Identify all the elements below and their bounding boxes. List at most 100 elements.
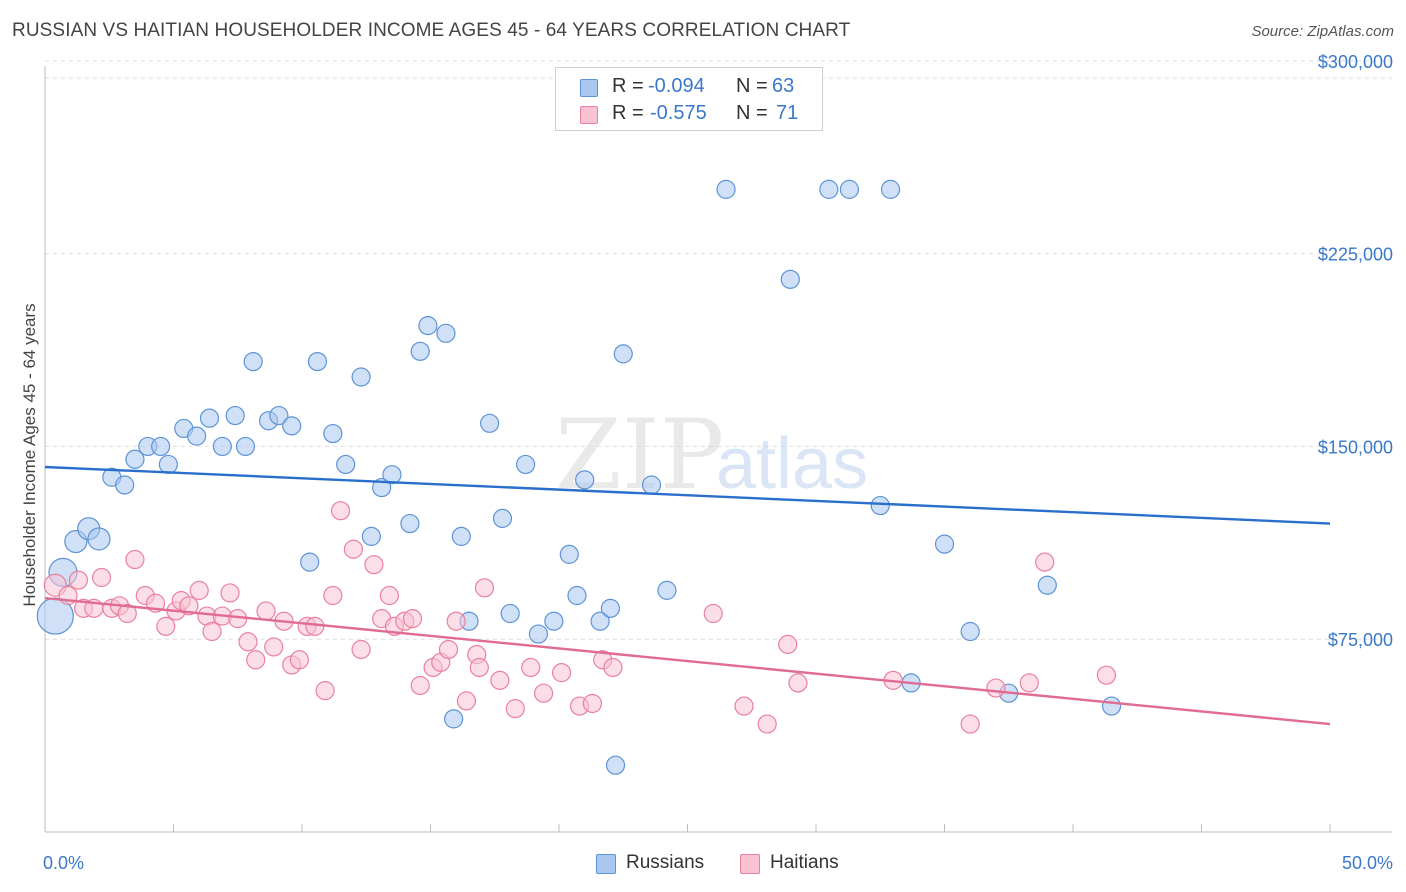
russian-point: [307, 352, 328, 372]
legend-row-haitians: R = -0.575 N = 71: [556, 101, 822, 129]
haitian-point: [343, 539, 363, 559]
russian-point: [323, 423, 343, 444]
russian-point: [839, 179, 860, 199]
russian-point: [559, 544, 579, 564]
haitian-point: [202, 621, 222, 642]
y-tick-label: $225,000: [1318, 245, 1393, 265]
russian-point: [492, 508, 513, 529]
legend-r-value-russians: -0.094: [648, 75, 705, 97]
russian-point: [212, 436, 232, 457]
russian-point: [960, 621, 980, 642]
bottom-legend-swatch-russians: [596, 854, 616, 874]
russian-point: [716, 179, 736, 199]
russian-point: [500, 603, 520, 624]
haitian-point: [521, 657, 541, 678]
haitian-point: [469, 657, 489, 678]
haitian-point: [438, 639, 459, 660]
legend-row-russians: R = -0.094 N = 63: [556, 74, 822, 102]
axis-labels: $75,000 $150,000 $225,000 $300,000 0.0% 50.0%…: [20, 52, 1393, 873]
haitian-point: [490, 670, 510, 690]
haitian-point: [1019, 673, 1039, 693]
haitian-point: [264, 637, 284, 657]
haitian-point: [156, 616, 176, 636]
haitian-point: [1096, 665, 1117, 685]
x-tick-label: 50.0%: [1342, 853, 1393, 873]
russian-point: [567, 585, 587, 606]
haitian-point: [551, 663, 572, 683]
haitian-point: [91, 567, 112, 588]
legend-n-value-haitians: 71: [776, 102, 799, 124]
haitian-point: [474, 578, 495, 598]
haitian-point: [603, 657, 623, 678]
chart-title: RUSSIAN VS HAITIAN HOUSEHOLDER INCOME AG…: [12, 20, 851, 41]
haitian-point: [778, 634, 798, 654]
russian-point: [400, 513, 420, 534]
haitian-point: [410, 675, 430, 696]
russian-point: [382, 465, 402, 485]
haitian-point: [189, 580, 209, 600]
russian-point: [87, 527, 111, 551]
haitian-point: [456, 691, 477, 711]
russian-point: [780, 269, 800, 289]
haitian-point: [788, 673, 808, 693]
legend-r-value-haitians: -0.575: [650, 102, 707, 124]
haitian-point: [315, 681, 335, 701]
haitian-point: [220, 583, 240, 603]
russian-point: [418, 316, 438, 336]
haitian-point: [757, 714, 777, 734]
haitian-point: [533, 683, 554, 703]
russian-point: [125, 449, 145, 469]
russian-point: [410, 341, 430, 361]
legend-n-value-russians: 63: [772, 75, 795, 97]
haitian-point: [179, 596, 199, 616]
haitian-point: [68, 570, 89, 590]
haitian-trend-line: [44, 596, 1331, 726]
russian-point: [528, 624, 549, 644]
legend-r-label: R =: [612, 75, 644, 97]
russian-point: [880, 179, 901, 199]
x-tick-label: 0.0%: [43, 853, 84, 873]
russian-point: [444, 709, 464, 729]
legend-swatch-haitians: [580, 106, 598, 124]
legend-n-label: N =: [736, 75, 768, 97]
russian-point: [235, 436, 256, 457]
data-points: [36, 179, 1122, 775]
russian-point: [115, 475, 135, 495]
russian-trend-line: [44, 465, 1331, 525]
haitian-point: [1035, 552, 1055, 572]
russian-point: [336, 454, 356, 475]
russian-point: [544, 611, 564, 631]
russian-point: [158, 454, 178, 475]
russian-point: [934, 534, 955, 554]
haitian-point: [582, 693, 603, 714]
russian-point: [870, 495, 890, 516]
legend-r-label: R =: [612, 102, 644, 124]
y-tick-label: $75,000: [1328, 630, 1393, 650]
haitian-point: [505, 699, 525, 719]
haitian-point: [305, 616, 325, 636]
source-note: Source: ZipAtlas.com: [1251, 23, 1394, 40]
haitian-point: [734, 696, 754, 716]
haitian-point: [125, 549, 145, 570]
russian-point: [515, 454, 536, 475]
russian-point: [151, 436, 171, 457]
bottom-legend-label-russians: Russians: [626, 852, 705, 873]
haitian-point: [986, 678, 1006, 698]
haitian-point: [703, 603, 723, 624]
haitian-point: [323, 585, 343, 606]
russian-point: [351, 367, 371, 387]
haitian-point: [402, 609, 423, 629]
haitian-point: [364, 555, 384, 575]
trend-lines: [44, 465, 1331, 726]
bottom-legend-label-haitians: Haitians: [770, 852, 839, 873]
russian-point: [657, 580, 677, 600]
haitian-point: [117, 603, 137, 624]
russian-point: [1101, 696, 1122, 716]
russian-point: [225, 405, 245, 426]
y-axis-label: Householder Income Ages 45 - 64 years: [20, 303, 39, 606]
russian-point: [282, 416, 302, 436]
russian-point: [605, 755, 626, 775]
russian-point: [269, 405, 289, 426]
russian-point: [243, 352, 263, 372]
